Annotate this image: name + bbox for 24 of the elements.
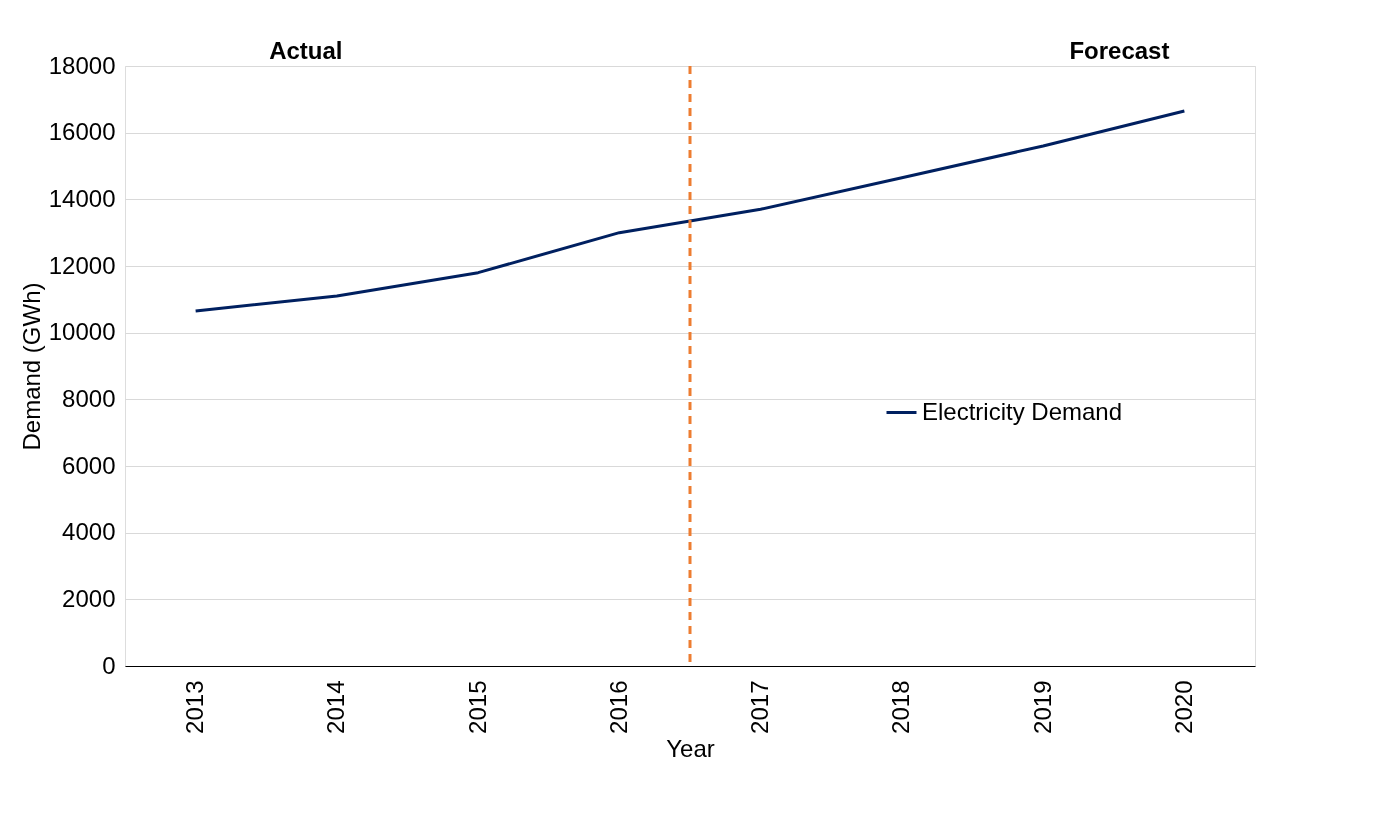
y-tick-label: 18000 [48, 51, 116, 79]
legend-label: Electricity Demand [922, 397, 1123, 425]
x-tick-label: 2017 [746, 680, 774, 734]
y-axis-title: Demand (GWh) [17, 282, 45, 451]
y-tick-label: 4000 [62, 518, 116, 546]
x-tick-label: 2018 [887, 680, 915, 734]
x-tick-label: 2016 [604, 680, 632, 734]
y-tick-label: 8000 [62, 384, 116, 412]
text: Actual [269, 37, 343, 64]
x-tick-label: 2020 [1169, 680, 1197, 734]
y-tick-label: 16000 [48, 118, 116, 146]
y-tick-label: 10000 [48, 318, 116, 346]
x-tick-label: 2013 [181, 680, 209, 734]
x-axis-title: Year [666, 734, 715, 762]
x-tick-label: 2014 [322, 680, 350, 734]
y-tick-label: 2000 [62, 584, 116, 612]
line-series [194, 109, 1186, 313]
text: Forecast [1069, 37, 1170, 64]
y-tick-label: 12000 [48, 251, 116, 279]
y-tick-label: 0 [102, 651, 116, 679]
x-tick-label: 2019 [1028, 680, 1056, 734]
y-tick-label: 14000 [48, 184, 116, 212]
y-tick-label: 6000 [62, 451, 116, 479]
x-tick-label: 2015 [463, 680, 491, 734]
